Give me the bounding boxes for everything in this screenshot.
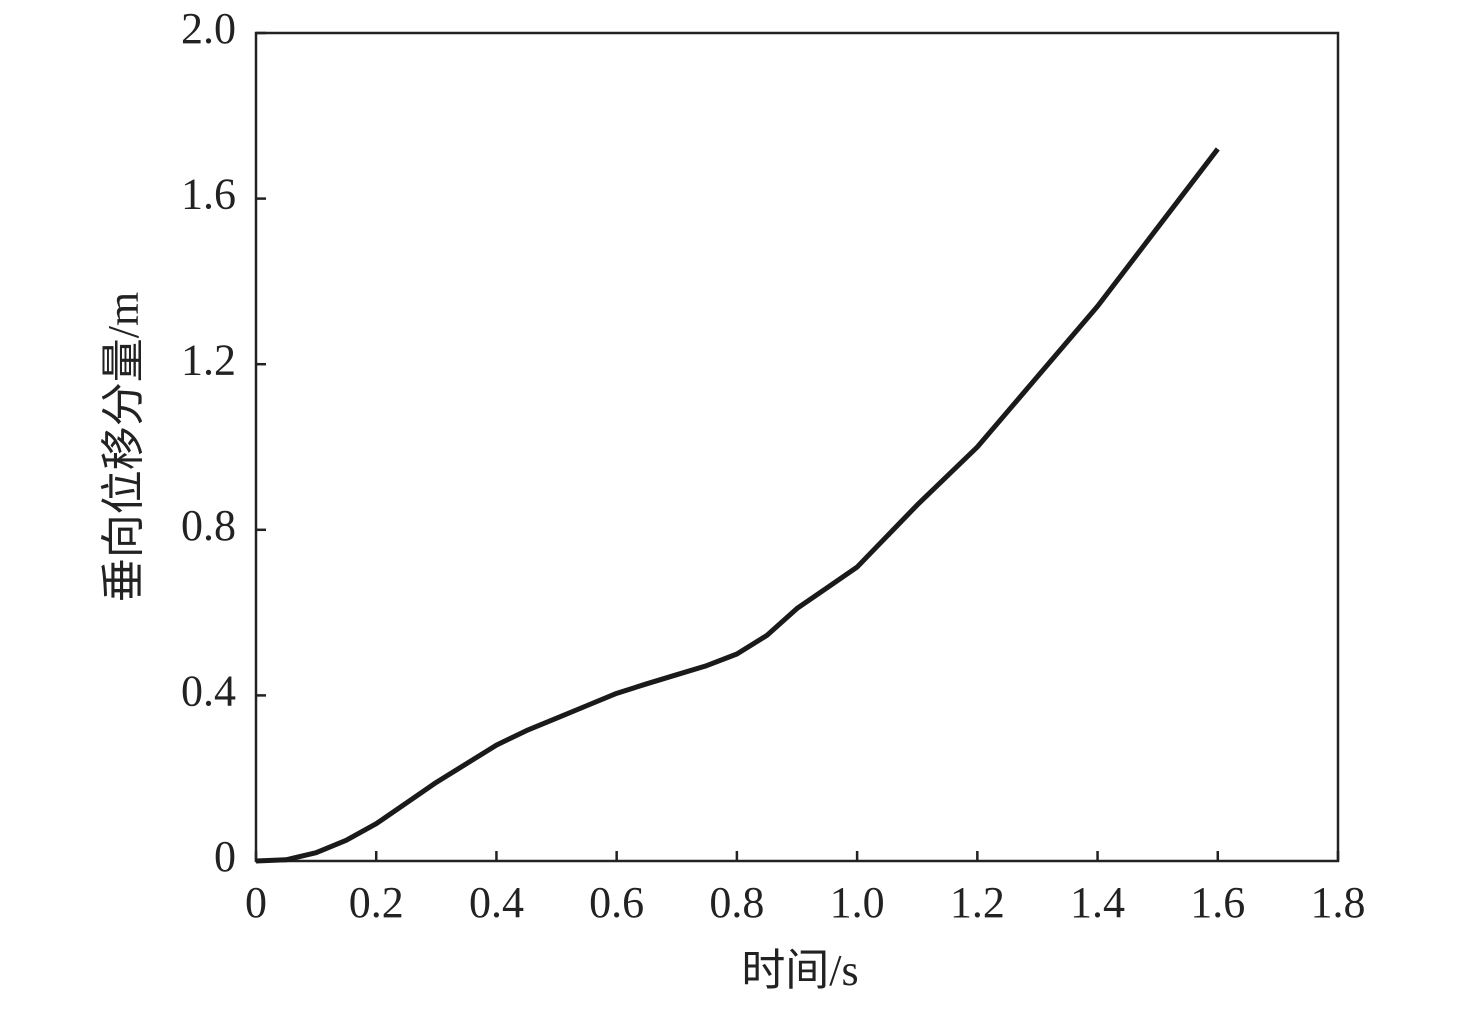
y-tick-label: 1.2 [181,335,236,384]
x-tick-label: 0.6 [589,878,644,927]
y-tick-label: 1.6 [181,170,236,219]
x-tick-label: 1.0 [830,878,885,927]
y-tick-label: 0.8 [181,501,236,550]
x-tick-label: 0.8 [709,878,764,927]
x-tick-label: 0.2 [349,878,404,927]
y-tick-label: 2.0 [181,4,236,53]
x-tick-label: 1.8 [1311,878,1366,927]
x-tick-label: 1.4 [1070,878,1125,927]
x-tick-label: 1.6 [1190,878,1245,927]
x-axis-label: 时间/s [741,946,858,995]
y-tick-label: 0 [214,832,236,881]
plot-frame [254,31,1340,863]
y-axis-label: 垂向位移分量/m [99,292,148,602]
y-tick-label: 0.4 [181,666,236,715]
x-tick-label: 0.4 [469,878,524,927]
x-tick-label: 1.2 [950,878,1005,927]
data-line [255,147,1220,864]
x-tick-label: 0 [245,878,267,927]
